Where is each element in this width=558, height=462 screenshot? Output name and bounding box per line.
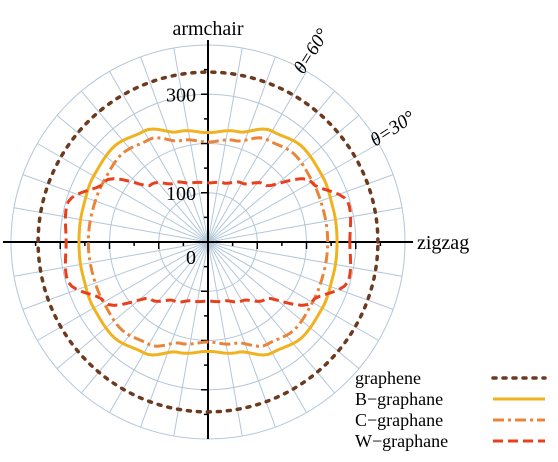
grid-spoke [109,241,209,413]
grid-spoke [207,47,243,243]
grid-spoke [56,114,209,243]
grid-spoke [207,241,307,413]
legend-entry-label: graphene [355,368,421,388]
grid-spoke [207,241,379,341]
grid-spoke [207,143,379,243]
grid-spoke [207,71,307,243]
radial-tick-label: 0 [186,247,196,269]
grid-spoke [207,241,360,370]
grid-spoke [22,241,209,310]
grid-spoke [13,207,209,243]
angle-label: θ=30° [367,107,420,151]
grid-spoke [207,90,336,243]
grid-spoke [207,241,243,437]
grid-spoke [207,241,276,428]
radial-tick-label: 300 [166,84,196,106]
grid-spoke [207,241,336,394]
grid-spoke [207,241,403,277]
legend-entry-label: B−graphane [355,389,443,409]
angle-label: θ=60° [290,25,334,78]
grid-spoke [37,241,209,341]
series-line [36,70,380,414]
grid-spoke [140,241,209,428]
grid-spoke [207,56,276,243]
grid-spoke [207,207,403,243]
grid-spoke [109,71,209,243]
series-line [63,177,353,307]
series-line [77,127,339,357]
grid-spoke [37,143,209,243]
legend-entry-label: W−graphane [355,431,448,451]
series-line [86,136,330,348]
grid-spoke [22,174,209,243]
polar-axes [3,40,413,439]
grid-spoke [207,174,394,243]
series-group [36,70,380,414]
vertical-axis-label: armchair [172,18,243,40]
grid-spoke [207,114,360,243]
grid-spoke [56,241,209,370]
grid-spoke [140,56,209,243]
grid-spoke [207,241,394,310]
grid-spoke [80,241,209,394]
grid-spoke [13,241,209,277]
grid-spoke [80,90,209,243]
horizontal-axis-label: zigzag [417,232,469,254]
radial-tick-label: 100 [166,183,196,205]
grid-spoke [173,47,209,243]
grid-spoke [173,241,209,437]
legend-entry-label: C−graphane [355,410,443,430]
